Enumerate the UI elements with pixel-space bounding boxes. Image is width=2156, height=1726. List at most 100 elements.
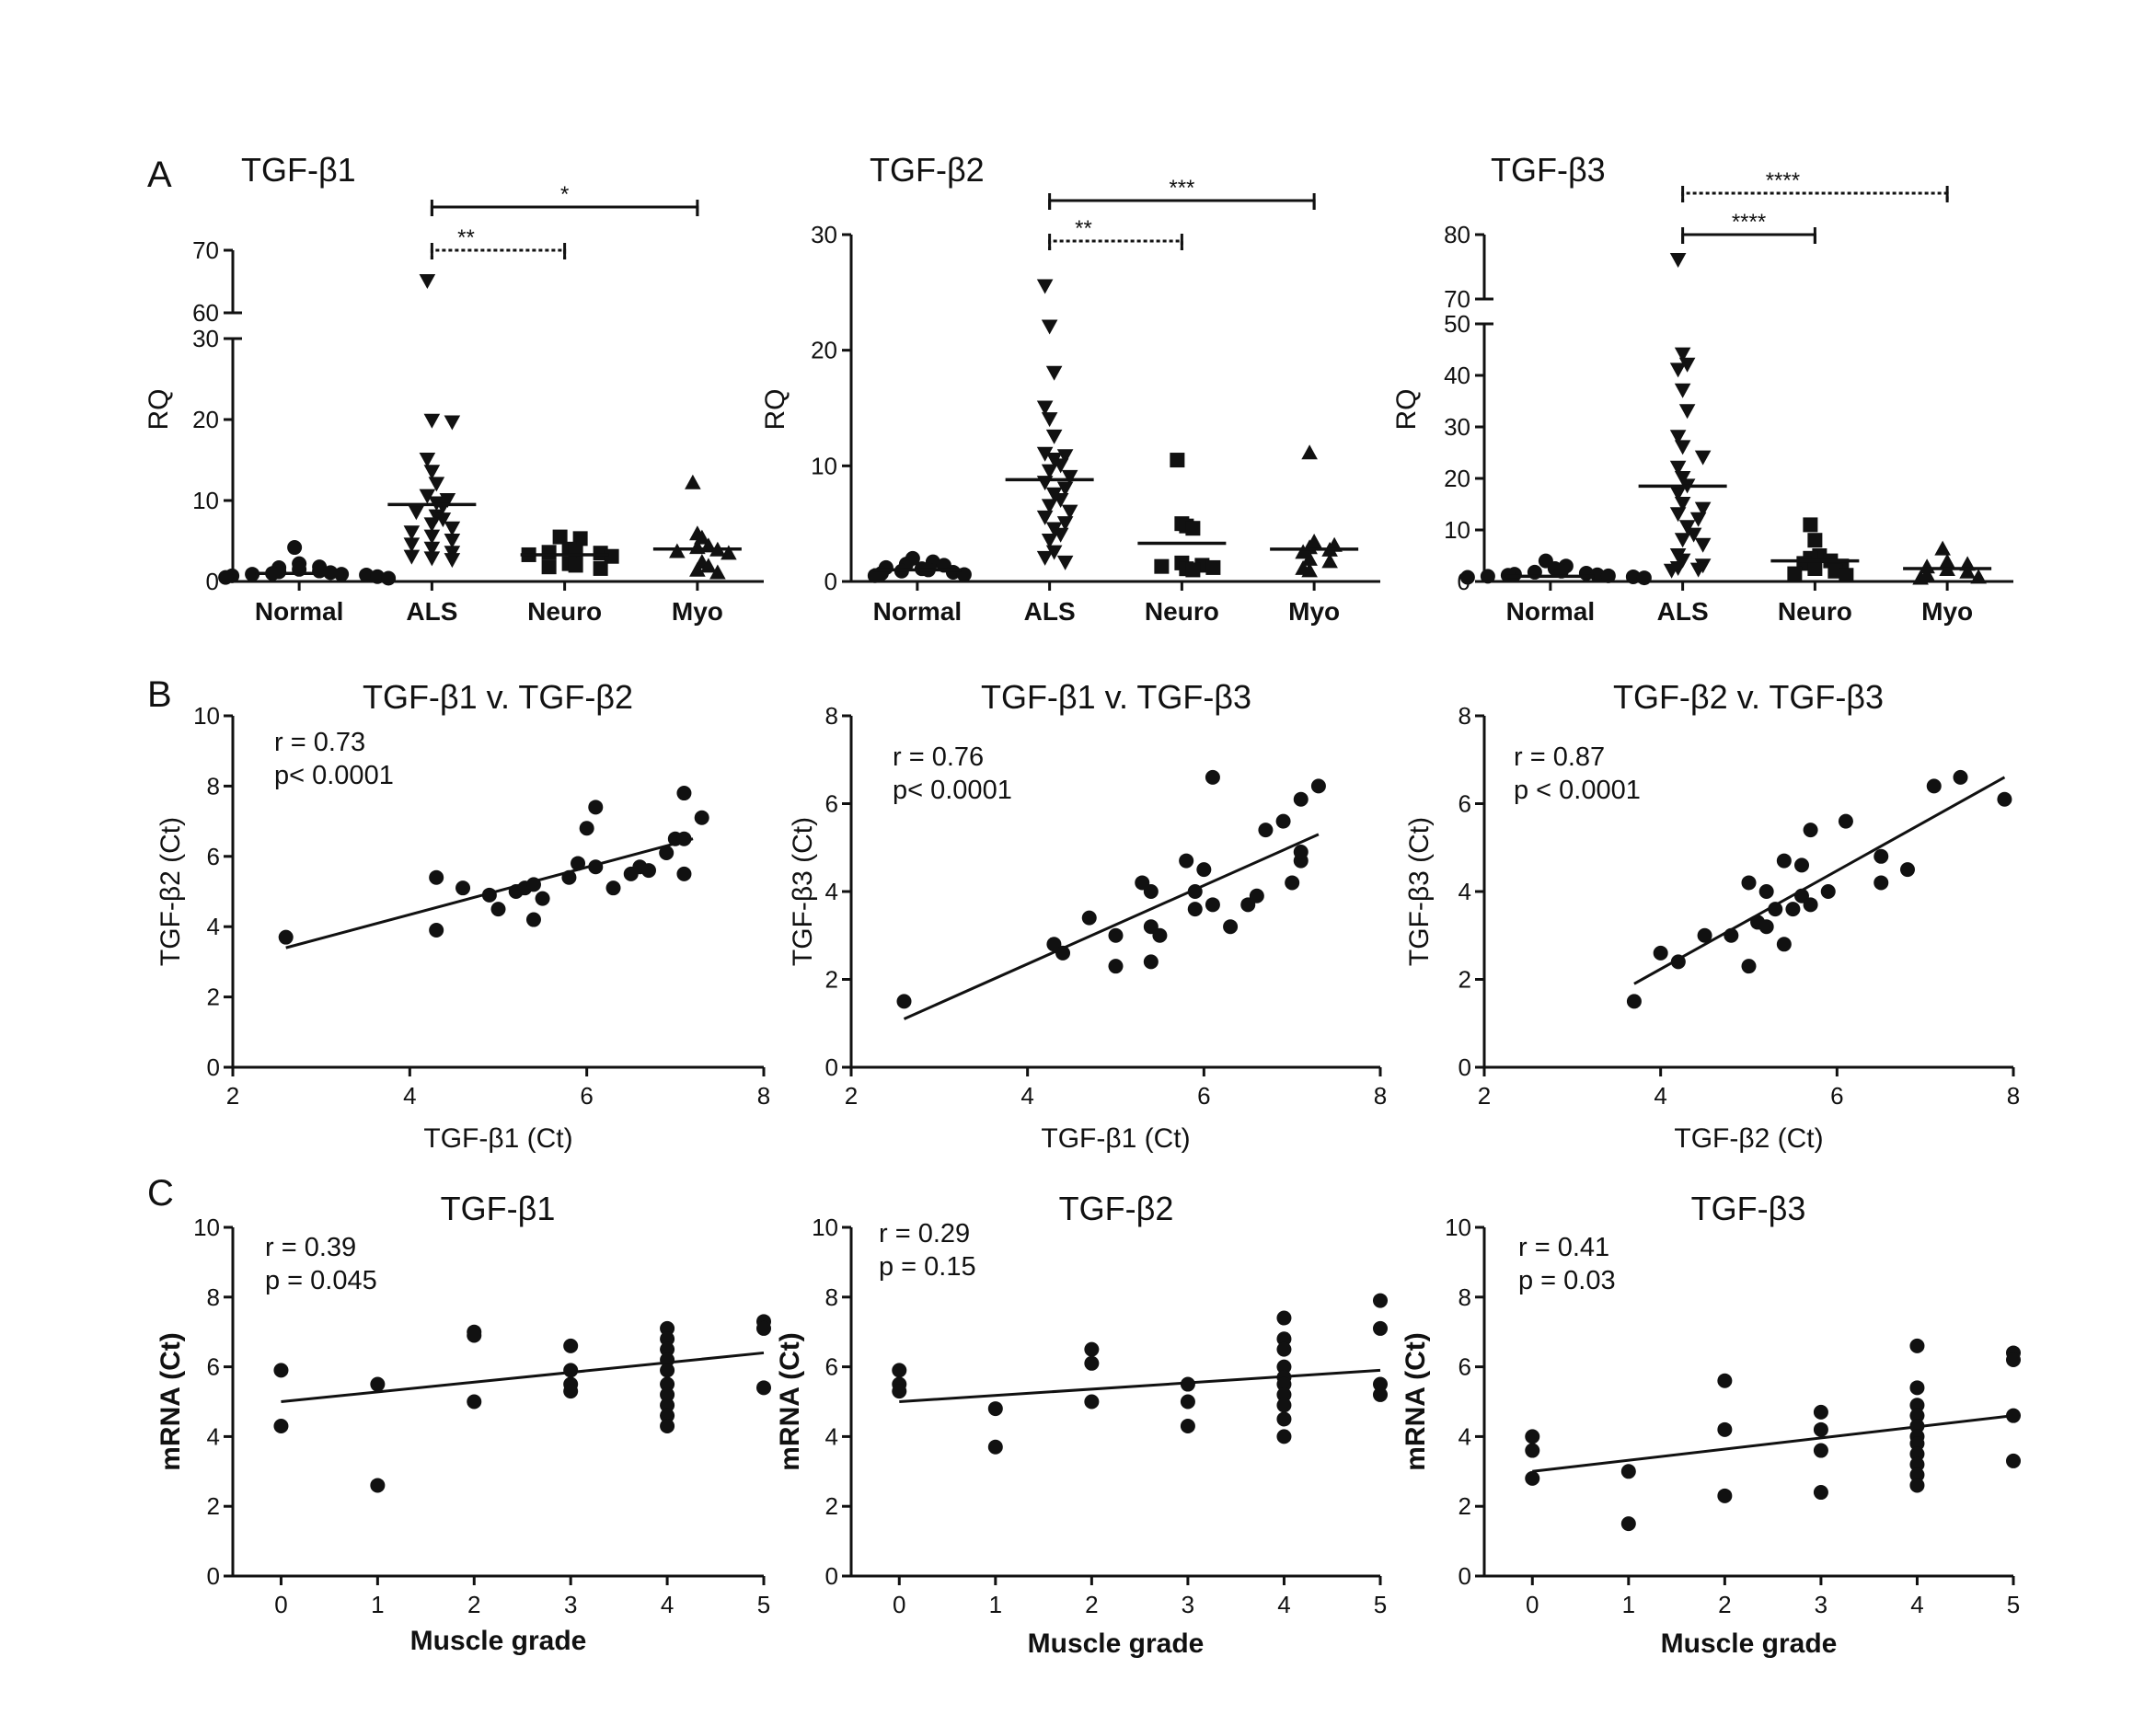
category-label: Neuro <box>1145 597 1219 626</box>
data-point-myo <box>1301 562 1318 578</box>
y-tick-label: 8 <box>207 1283 220 1311</box>
data-point <box>659 845 674 860</box>
data-point <box>467 1394 482 1410</box>
x-tick-label: 4 <box>1910 1591 1923 1618</box>
data-point <box>660 1387 675 1402</box>
data-point-myo <box>1321 553 1338 569</box>
data-point-als <box>419 489 436 504</box>
data-point <box>660 1363 675 1378</box>
data-point <box>2006 1352 2021 1368</box>
data-point <box>1525 1429 1540 1444</box>
data-point-neuro <box>604 548 619 564</box>
y-axis-title: TGF-β3 (Ct) <box>788 817 818 966</box>
data-point <box>1997 791 2012 807</box>
x-axis-title: TGF-β1 (Ct) <box>1041 1123 1190 1154</box>
x-tick-label: 6 <box>1197 1082 1210 1110</box>
data-point-als <box>423 541 441 557</box>
data-point <box>1697 927 1712 943</box>
data-point <box>467 1328 482 1343</box>
x-tick-label: 8 <box>1374 1082 1387 1110</box>
data-point-normal <box>287 540 303 556</box>
significance-bracket <box>430 248 567 259</box>
x-tick-label: 1 <box>1622 1591 1635 1618</box>
data-point <box>660 1352 675 1368</box>
category-label: ALS <box>1024 597 1076 626</box>
data-point <box>1909 1467 1925 1483</box>
y-tick-label: 2 <box>825 1492 838 1520</box>
data-point <box>1620 1516 1636 1532</box>
data-point-myo <box>700 558 717 573</box>
data-point <box>1768 902 1783 917</box>
data-point-myo <box>1934 540 1951 556</box>
data-point-als <box>408 505 425 521</box>
data-point-als <box>1045 365 1063 381</box>
y-tick-label: 10 <box>1444 516 1470 544</box>
data-point-als <box>1674 440 1691 455</box>
data-point-normal <box>1636 570 1652 586</box>
data-point <box>588 800 604 815</box>
data-point-neuro <box>541 559 557 575</box>
x-tick-label: 0 <box>1526 1591 1539 1618</box>
data-point-als <box>1674 347 1691 362</box>
y-tick-label: 8 <box>1458 702 1471 730</box>
data-point <box>535 891 550 906</box>
data-point <box>1276 1310 1292 1326</box>
y-tick-label: 70 <box>192 236 219 264</box>
data-point-neuro <box>1787 566 1803 581</box>
data-point <box>1909 1435 1925 1451</box>
data-point <box>676 786 692 801</box>
data-point <box>1055 945 1070 961</box>
chart-title: TGF-β2 <box>870 151 985 189</box>
y-axis-title: mRNA (Ct) <box>156 1332 186 1471</box>
data-point <box>1179 853 1194 869</box>
y-tick-label: 2 <box>825 966 838 994</box>
chart-title: TGF-β2 v. TGF-β3 <box>1613 678 1884 716</box>
data-point <box>1813 1421 1828 1437</box>
panel-label-c: C <box>147 1173 174 1214</box>
data-point-neuro <box>1205 559 1221 575</box>
data-point-myo <box>689 561 706 577</box>
data-point <box>1081 910 1097 926</box>
data-point <box>1205 769 1220 785</box>
data-point-myo <box>1939 553 1955 569</box>
x-tick-label: 2 <box>1478 1082 1491 1110</box>
data-point-als <box>1674 383 1691 398</box>
data-point <box>987 1439 1003 1455</box>
data-point-neuro <box>552 529 568 545</box>
data-point-myo <box>1959 563 1976 579</box>
data-point-als <box>423 529 441 545</box>
data-point <box>1373 1293 1388 1308</box>
y-tick-label: 0 <box>1458 1053 1471 1081</box>
data-point-myo <box>1295 544 1311 559</box>
data-point-als <box>444 553 461 569</box>
data-point <box>660 1341 675 1357</box>
y-tick-label: 8 <box>825 702 838 730</box>
category-label: Neuro <box>527 597 602 626</box>
data-point-normal <box>867 568 882 583</box>
data-point <box>1084 1355 1100 1371</box>
category-label: Myo <box>1921 597 1973 626</box>
data-point <box>370 1478 386 1493</box>
y-tick-label: 40 <box>1444 362 1470 389</box>
x-tick-label: 0 <box>274 1591 287 1618</box>
data-point-als <box>444 521 461 536</box>
data-point-als <box>1041 319 1058 335</box>
data-point <box>1670 954 1686 970</box>
data-point-als <box>1694 501 1712 517</box>
data-point-als <box>1689 512 1707 527</box>
data-point <box>1084 1341 1100 1357</box>
data-point <box>1293 845 1309 860</box>
data-point-normal <box>370 569 386 584</box>
data-point-als <box>1669 486 1687 501</box>
data-point-myo <box>709 564 726 580</box>
category-label: ALS <box>1657 597 1709 626</box>
data-point-myo <box>721 545 737 560</box>
data-point-als <box>1041 412 1058 428</box>
data-point <box>588 859 604 875</box>
data-point-neuro <box>593 560 608 576</box>
data-point <box>1874 848 1889 864</box>
y-tick-label: 30 <box>811 221 837 248</box>
chart-title: TGF-β1 <box>441 1190 556 1227</box>
